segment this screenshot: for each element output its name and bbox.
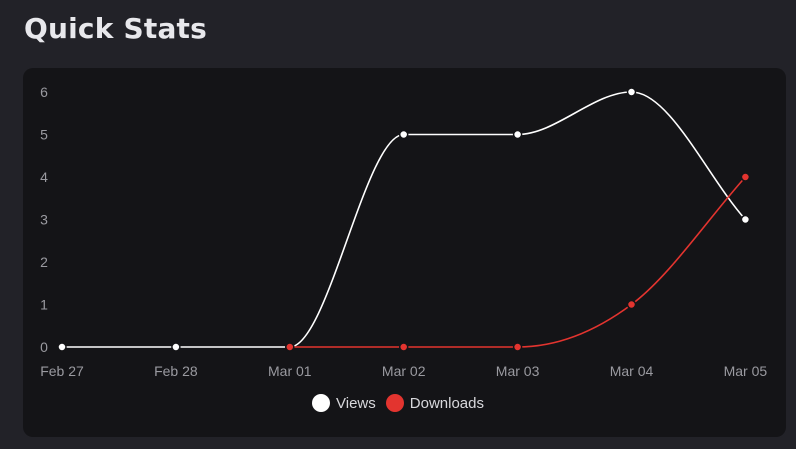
data-point-views[interactable] bbox=[740, 214, 751, 225]
y-tick-label: 2 bbox=[40, 254, 48, 270]
x-axis: Feb 27 Feb 28 Mar 01 Mar 02 Mar 03 Mar 04 Mar … bbox=[40, 363, 767, 379]
y-tick-label: 0 bbox=[40, 339, 48, 355]
data-point-downloads[interactable] bbox=[626, 299, 637, 310]
data-point-downloads[interactable] bbox=[398, 342, 409, 352]
series-line-downloads bbox=[289, 176, 746, 348]
x-tick-label: Mar 05 bbox=[724, 363, 768, 379]
legend-label-downloads: Downloads bbox=[409, 394, 484, 412]
y-tick-label: 6 bbox=[40, 84, 48, 100]
legend-swatch-downloads bbox=[385, 394, 404, 412]
x-tick-label: Feb 28 bbox=[154, 363, 198, 379]
x-tick-label: Mar 04 bbox=[610, 363, 654, 379]
data-point-downloads[interactable] bbox=[740, 172, 751, 182]
y-axis: 0 1 2 3 4 5 6 bbox=[40, 84, 48, 355]
y-tick-label: 1 bbox=[40, 297, 48, 313]
data-point-downloads[interactable] bbox=[285, 342, 295, 352]
legend-item-views[interactable]: Views bbox=[312, 394, 376, 412]
x-tick-label: Mar 02 bbox=[382, 363, 426, 379]
y-tick-label: 3 bbox=[40, 212, 48, 228]
data-point-downloads[interactable] bbox=[512, 342, 523, 352]
x-tick-label: Mar 01 bbox=[268, 363, 312, 379]
data-point-views[interactable] bbox=[398, 129, 409, 140]
data-point-views[interactable] bbox=[512, 129, 523, 140]
x-tick-label: Mar 03 bbox=[496, 363, 540, 379]
data-point-views[interactable] bbox=[171, 342, 181, 352]
series-points bbox=[57, 87, 751, 352]
y-tick-label: 5 bbox=[40, 127, 48, 143]
y-tick-label: 4 bbox=[40, 169, 48, 185]
page-title: Quick Stats bbox=[24, 12, 207, 45]
chart-legend: Views Downloads bbox=[0, 392, 796, 414]
legend-label-views: Views bbox=[336, 394, 376, 412]
legend-item-downloads[interactable]: Downloads bbox=[385, 394, 484, 412]
legend-swatch-views bbox=[312, 394, 331, 412]
data-point-views[interactable] bbox=[57, 342, 67, 352]
data-point-views[interactable] bbox=[626, 87, 637, 97]
chart-card bbox=[23, 68, 786, 437]
x-tick-label: Feb 27 bbox=[40, 363, 84, 379]
